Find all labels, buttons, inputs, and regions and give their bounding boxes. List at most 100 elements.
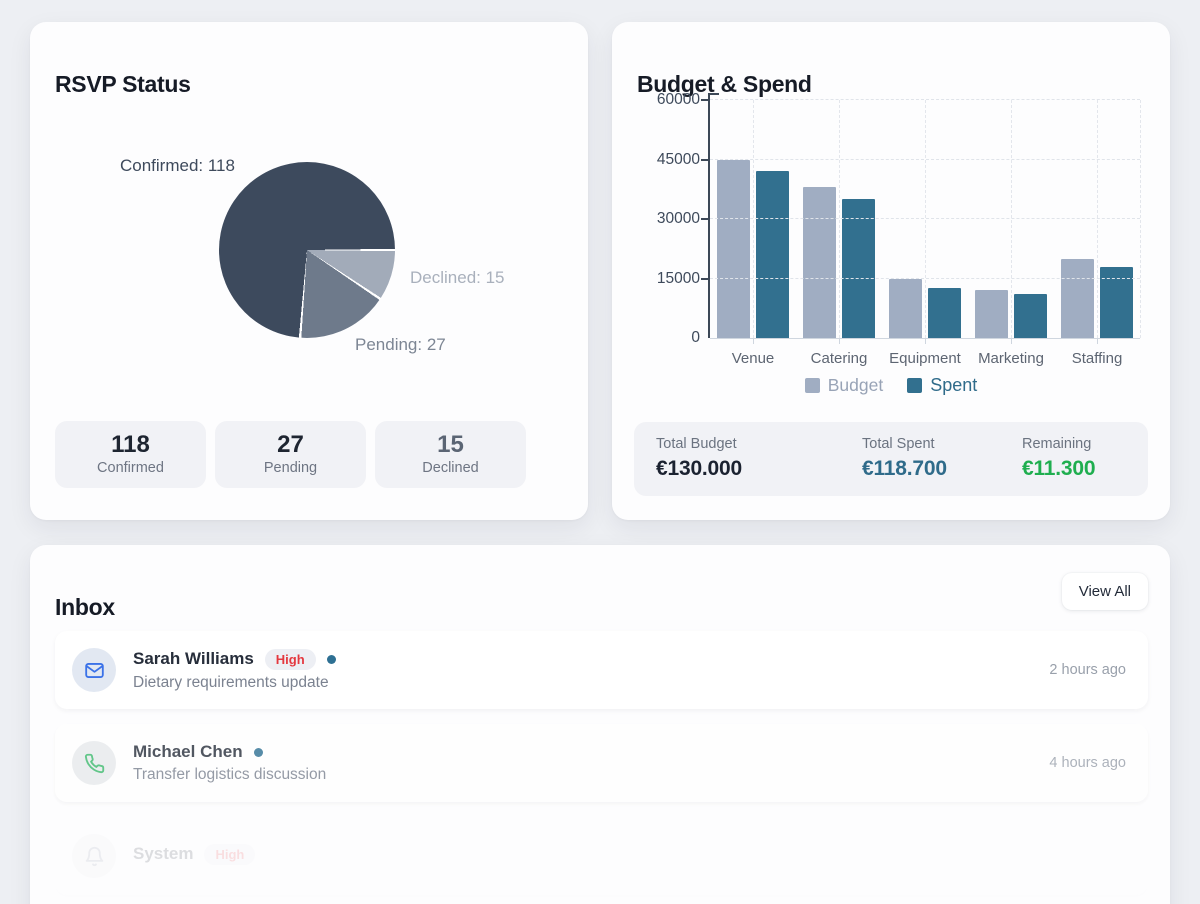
- remaining-value: €11.300: [1022, 457, 1096, 480]
- legend-swatch-icon: [907, 378, 923, 393]
- category-label: Marketing: [978, 350, 1044, 367]
- bar-staffing-spent: [1100, 266, 1133, 338]
- rsvp-card-title: RSVP Status: [55, 71, 191, 98]
- mail-icon: [84, 662, 104, 678]
- confirmed-label: Confirmed: [97, 460, 164, 476]
- bar-venue-spent: [756, 171, 789, 338]
- bar-marketing-budget: [975, 290, 1008, 338]
- x-tick-mark: [1097, 339, 1098, 344]
- vertical-gridline: [925, 100, 926, 338]
- category-label: Venue: [731, 350, 775, 367]
- message-sender: Michael Chen: [133, 742, 243, 761]
- rsvp-stats-row: 118 Confirmed 27 Pending 15 Declined: [55, 421, 526, 488]
- bar-equipment-spent: [928, 288, 961, 338]
- message-avatar: [72, 741, 116, 785]
- category-label: Staffing: [1071, 350, 1123, 367]
- y-axis-top-tick: [710, 93, 719, 95]
- bar-group-marketing: Marketing: [968, 100, 1054, 367]
- message-avatar: [72, 834, 116, 878]
- vertical-gridline: [1011, 100, 1012, 338]
- inbox-message-row[interactable]: Sarah Williams High Dietary requirements u…: [55, 631, 1148, 709]
- legend-item-budget[interactable]: Budget: [804, 375, 884, 396]
- y-axis-line: [708, 93, 710, 338]
- rsvp-pie-chart: [219, 162, 395, 338]
- bar-group-equipment: Equipment: [882, 100, 968, 367]
- declined-label: Declined: [422, 460, 479, 476]
- message-subject: Transfer logistics discussion: [133, 766, 327, 783]
- total-budget-label: Total Budget: [656, 436, 737, 452]
- remaining-col: Remaining €11.300: [1022, 436, 1096, 481]
- legend-swatch-icon: [804, 378, 820, 393]
- priority-badge: High: [204, 843, 256, 865]
- category-label: Equipment: [889, 350, 961, 367]
- bar-group-staffing: Staffing: [1054, 100, 1140, 367]
- view-all-button[interactable]: View All: [1061, 573, 1148, 610]
- vertical-gridline: [1140, 100, 1141, 338]
- message-text-block: System High: [133, 843, 1126, 869]
- bar-staffing-budget: [1061, 258, 1094, 338]
- y-tick-mark: [701, 218, 708, 220]
- unread-dot: [253, 747, 263, 757]
- phone-icon: [84, 753, 104, 773]
- y-tick-mark: [701, 158, 708, 161]
- budget-totals-bar: Total Budget €130.000 Total Spent €118.7…: [634, 422, 1148, 496]
- inbox-card: Inbox View All Sarah Williams High Dietary…: [30, 545, 1170, 904]
- vertical-gridline: [753, 100, 754, 338]
- y-tick-label: 15000: [656, 269, 700, 287]
- bar-groups: Venue Catering Equipment Marketing Staffing: [710, 100, 1140, 367]
- message-subject: Dietary requirements update: [133, 673, 329, 691]
- declined-count: 15: [437, 431, 464, 458]
- bell-icon: [85, 846, 103, 866]
- y-tick-mark: [701, 99, 708, 101]
- message-timestamp: 2 hours ago: [1049, 662, 1126, 678]
- y-tick-mark: [701, 277, 708, 280]
- category-label: Catering: [810, 350, 868, 367]
- message-avatar: [72, 648, 116, 692]
- total-budget-value: €130.000: [656, 457, 742, 480]
- confirmed-count: 118: [111, 431, 150, 458]
- vertical-gridline: [1097, 100, 1098, 338]
- vertical-gridline: [839, 100, 840, 338]
- message-text-block: Sarah Williams High Dietary requirements u…: [133, 648, 1049, 692]
- bar-group-catering: Catering: [796, 100, 882, 367]
- legend-label: Budget: [827, 375, 884, 395]
- horizontal-gridline: [710, 99, 1140, 100]
- inbox-card-title: Inbox: [55, 594, 115, 621]
- message-text-block: Michael Chen Transfer logistics discussio…: [133, 742, 1049, 784]
- x-tick-mark: [753, 339, 754, 344]
- message-sender: System: [133, 844, 194, 863]
- x-tick-mark: [925, 339, 926, 344]
- budget-card-title: Budget & Spend: [637, 71, 812, 98]
- total-budget-col: Total Budget €130.000: [656, 436, 742, 481]
- y-tick-label: 0: [691, 329, 700, 346]
- total-spent-value: €118.700: [862, 457, 947, 480]
- bar-group-venue: Venue: [710, 100, 796, 367]
- bar-equipment-budget: [889, 278, 922, 338]
- budget-spend-card: Budget & Spend 0 15000 30000 45000 60000 Ven…: [612, 22, 1170, 520]
- message-timestamp: 4 hours ago: [1049, 755, 1126, 771]
- bar-chart-y-axis-labels: 0 15000 30000 45000 60000: [612, 91, 700, 346]
- bar-catering-budget: [803, 187, 836, 338]
- legend-label: Spent: [930, 375, 978, 395]
- pie-label-declined: Declined: 15: [410, 268, 505, 287]
- pending-label: Pending: [263, 460, 318, 476]
- stat-tile-declined: 15 Declined: [375, 421, 526, 488]
- message-sender: Sarah Williams: [133, 649, 254, 668]
- bar-catering-spent: [842, 199, 875, 338]
- inbox-message-list: Sarah Williams High Dietary requirements u…: [55, 631, 1148, 895]
- legend-item-spent[interactable]: Spent: [907, 375, 977, 396]
- pie-label-confirmed: Confirmed: 118: [120, 156, 235, 175]
- stat-tile-pending: 27 Pending: [215, 421, 366, 488]
- y-tick-label: 30000: [656, 210, 700, 227]
- x-tick-mark: [1011, 339, 1012, 344]
- unread-dot: [326, 654, 336, 664]
- inbox-message-row[interactable]: Michael Chen Transfer logistics discussio…: [55, 724, 1148, 802]
- budget-bar-chart: Venue Catering Equipment Marketing Staffing: [701, 93, 1141, 367]
- bar-venue-budget: [717, 159, 750, 338]
- chart-legend: Budget Spent: [612, 375, 1170, 396]
- inbox-message-row[interactable]: System High: [55, 817, 1148, 895]
- bar-marketing-spent: [1014, 293, 1047, 338]
- x-tick-mark: [839, 339, 840, 344]
- stat-tile-confirmed: 118 Confirmed: [55, 421, 206, 488]
